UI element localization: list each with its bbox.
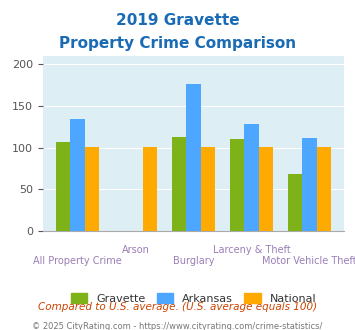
Bar	[172, 137, 186, 231]
Text: Larceny & Theft: Larceny & Theft	[213, 245, 290, 255]
Text: Burglary: Burglary	[173, 256, 214, 266]
Bar	[143, 147, 157, 231]
Bar	[302, 138, 317, 231]
Text: Arson: Arson	[121, 245, 149, 255]
Text: All Property Crime: All Property Crime	[33, 256, 122, 266]
Text: Motor Vehicle Theft: Motor Vehicle Theft	[262, 256, 355, 266]
Bar	[56, 142, 70, 231]
Text: © 2025 CityRating.com - https://www.cityrating.com/crime-statistics/: © 2025 CityRating.com - https://www.city…	[32, 322, 323, 330]
Text: 2019 Gravette: 2019 Gravette	[116, 13, 239, 28]
Bar	[85, 147, 99, 231]
Bar	[259, 147, 273, 231]
Bar	[70, 118, 85, 231]
Bar	[201, 147, 215, 231]
Bar	[317, 147, 331, 231]
Text: Compared to U.S. average. (U.S. average equals 100): Compared to U.S. average. (U.S. average …	[38, 302, 317, 312]
Text: Property Crime Comparison: Property Crime Comparison	[59, 36, 296, 51]
Bar	[230, 139, 244, 231]
Bar	[288, 174, 302, 231]
Bar	[244, 123, 259, 231]
Legend: Gravette, Arkansas, National: Gravette, Arkansas, National	[66, 289, 321, 309]
Bar	[186, 83, 201, 231]
